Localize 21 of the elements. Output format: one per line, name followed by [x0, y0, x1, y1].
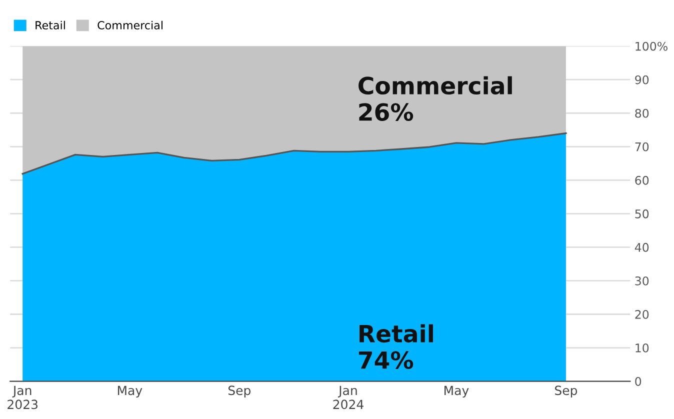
y-tick-label: 70	[635, 142, 649, 152]
legend-label: Commercial	[98, 20, 162, 30]
y-tick-label: 20	[635, 310, 649, 319]
y-tick-label: 0	[635, 377, 642, 386]
y-tick-label: 60	[635, 176, 649, 185]
x-tick-label: Sep	[228, 386, 250, 398]
x-tick-label: Jan 2024	[333, 386, 364, 410]
y-tick-label: 90	[635, 75, 649, 84]
y-tick-label: 80	[635, 108, 649, 118]
x-tick-label: May	[444, 386, 469, 398]
y-tick-label: 50	[635, 209, 649, 218]
x-tick-label: Sep	[554, 386, 578, 398]
y-tick-label: 10	[636, 343, 649, 352]
x-tick-label: May	[118, 386, 142, 398]
y-tick-label: 100%	[636, 42, 668, 51]
y-tick-label: 30	[635, 276, 649, 286]
y-tick-label: 40	[634, 242, 649, 252]
legend-label: Retail	[36, 20, 65, 30]
x-tick-label: Jan 2023	[8, 386, 38, 410]
annotation: Commercial 26%	[358, 76, 512, 121]
annotation: Retail 74%	[358, 324, 433, 370]
